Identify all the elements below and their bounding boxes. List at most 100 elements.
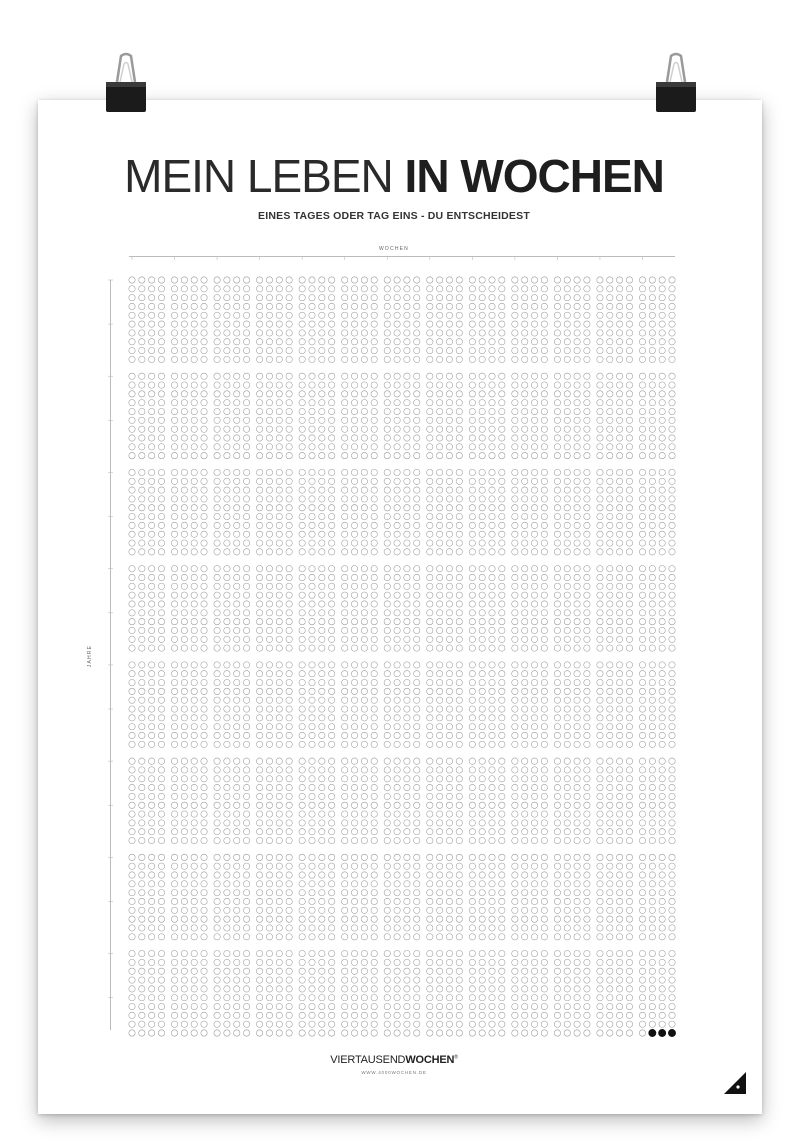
week-circle bbox=[360, 591, 368, 599]
week-circle bbox=[488, 582, 496, 590]
week-circle bbox=[171, 469, 178, 476]
week-circle bbox=[540, 924, 548, 932]
week-circle bbox=[498, 837, 506, 844]
week-circle bbox=[370, 766, 378, 774]
week-circle bbox=[266, 600, 273, 608]
week-circle bbox=[158, 381, 165, 389]
week-circle bbox=[616, 443, 624, 451]
week-circle bbox=[648, 1020, 656, 1028]
week-circle bbox=[488, 477, 496, 485]
week-circle bbox=[498, 582, 506, 590]
week-circle bbox=[573, 837, 581, 844]
week-circle bbox=[606, 539, 614, 547]
week-circle bbox=[403, 766, 411, 774]
week-circle bbox=[285, 565, 293, 573]
week-circle bbox=[540, 644, 548, 652]
week-circle bbox=[413, 443, 421, 451]
week-circle bbox=[606, 837, 614, 844]
week-circle bbox=[403, 591, 411, 599]
week-circle bbox=[200, 443, 208, 451]
week-circle bbox=[446, 801, 453, 809]
week-circle bbox=[478, 687, 486, 695]
week-circle bbox=[413, 661, 421, 669]
week-circle bbox=[318, 626, 326, 634]
week-circle bbox=[468, 723, 476, 731]
week-circle bbox=[573, 1011, 581, 1019]
week-circle bbox=[553, 906, 561, 914]
week-circle bbox=[128, 714, 136, 722]
week-circle bbox=[531, 495, 538, 503]
week-circle bbox=[488, 732, 496, 739]
week-circle bbox=[468, 495, 476, 503]
week-circle bbox=[318, 679, 326, 687]
week-circle bbox=[171, 696, 178, 704]
week-circle bbox=[658, 661, 666, 669]
binder-clip-icon bbox=[106, 52, 146, 112]
week-circle bbox=[341, 933, 349, 941]
week-circle bbox=[233, 985, 241, 993]
week-circle bbox=[511, 408, 519, 415]
week-circle bbox=[308, 285, 316, 293]
week-circle bbox=[648, 521, 656, 529]
week-circle bbox=[455, 452, 463, 460]
week-circle bbox=[616, 740, 624, 748]
week-circle bbox=[171, 1011, 178, 1019]
week-circle bbox=[478, 565, 486, 573]
week-circle bbox=[360, 486, 368, 494]
week-circle bbox=[563, 582, 571, 590]
week-circle bbox=[393, 1020, 401, 1028]
week-circle bbox=[563, 967, 571, 975]
week-circle bbox=[403, 950, 411, 958]
week-circle bbox=[200, 950, 208, 958]
week-circle bbox=[383, 696, 391, 704]
week-circle bbox=[200, 679, 208, 687]
week-circle bbox=[668, 792, 676, 800]
week-circle bbox=[171, 915, 178, 923]
week-circle bbox=[328, 732, 336, 739]
week-circle bbox=[138, 889, 146, 897]
week-circle bbox=[393, 320, 401, 328]
week-circle bbox=[563, 801, 571, 809]
week-circle bbox=[498, 723, 506, 731]
week-circle bbox=[298, 355, 306, 363]
week-circle bbox=[180, 801, 188, 809]
week-circle bbox=[596, 285, 604, 293]
week-circle bbox=[478, 381, 486, 389]
week-circle bbox=[328, 504, 336, 512]
week-circle bbox=[370, 924, 378, 932]
week-circle bbox=[498, 530, 506, 538]
week-circle bbox=[455, 347, 463, 355]
week-circle bbox=[233, 766, 241, 774]
week-circle bbox=[648, 626, 656, 634]
week-circle bbox=[148, 784, 156, 792]
week-circle bbox=[426, 285, 434, 293]
week-circle bbox=[540, 687, 548, 695]
week-circle bbox=[563, 355, 571, 363]
week-circle bbox=[426, 486, 434, 494]
week-circle bbox=[223, 565, 231, 573]
week-circle bbox=[171, 548, 178, 556]
week-circle bbox=[553, 732, 561, 739]
week-circle bbox=[616, 757, 624, 765]
week-circle bbox=[563, 486, 571, 494]
week-circle bbox=[403, 372, 411, 380]
week-circle bbox=[498, 539, 506, 547]
week-circle bbox=[266, 329, 273, 337]
week-circle bbox=[436, 705, 444, 713]
week-circle bbox=[351, 740, 358, 748]
week-circle bbox=[498, 1029, 506, 1037]
week-circle bbox=[658, 784, 666, 792]
week-circle bbox=[383, 889, 391, 897]
week-circle bbox=[360, 723, 368, 731]
week-circle bbox=[128, 810, 136, 818]
week-circle bbox=[583, 950, 591, 958]
week-circle bbox=[360, 985, 368, 993]
week-circle bbox=[498, 1003, 506, 1010]
week-circle bbox=[498, 784, 506, 792]
week-circle bbox=[596, 582, 604, 590]
week-circle bbox=[233, 477, 241, 485]
week-circle bbox=[233, 626, 241, 634]
week-circle bbox=[413, 452, 421, 460]
week-circle bbox=[573, 958, 581, 966]
week-circle bbox=[668, 1003, 676, 1010]
